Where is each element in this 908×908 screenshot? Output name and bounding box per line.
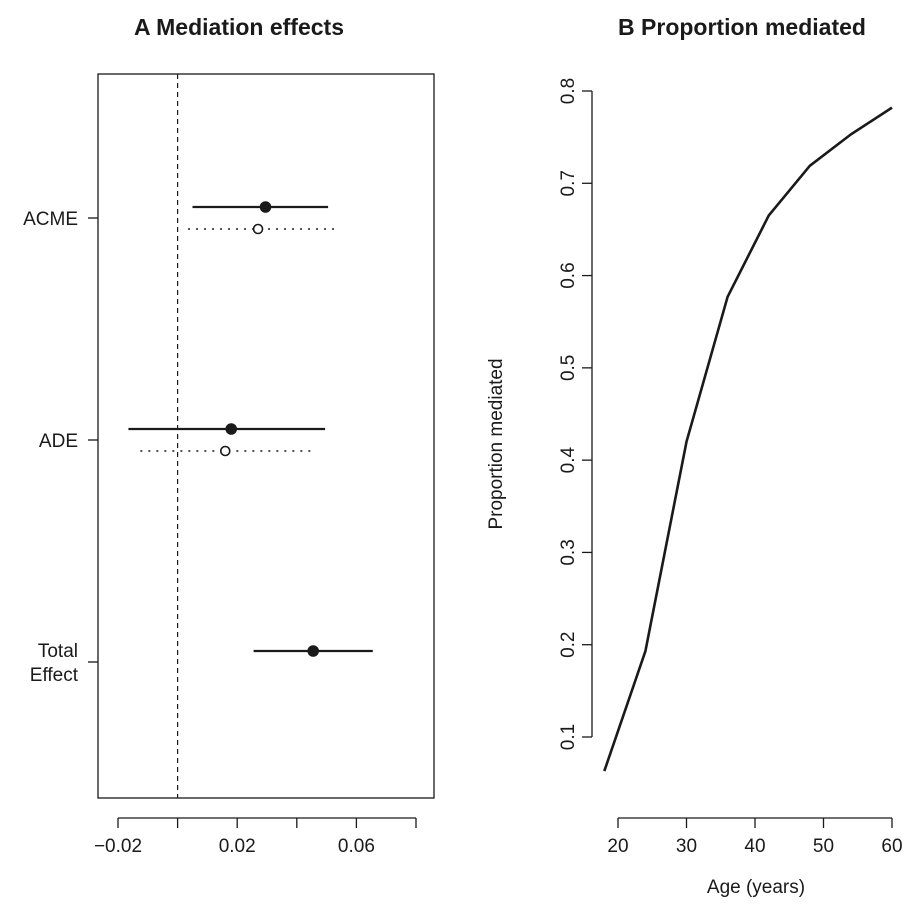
mediation-effects-panel: A Mediation effects ACME ADE Total Effect −… [23, 14, 435, 857]
x-tick-label: −0.02 [94, 836, 142, 857]
category-label: Effect [30, 665, 79, 686]
point-estimate [225, 423, 238, 435]
panel-b-y-axis: 0.1 0.2 0.3 0.4 0.5 0.6 0.7 0.8 [558, 78, 593, 750]
panel-a-title: A Mediation effects [134, 14, 344, 40]
proportion-mediated-panel: B Proportion mediated 20 30 40 50 60 0.10.20… [486, 14, 903, 898]
panel-a-x-axis: −0.02 0.02 0.06 [94, 817, 417, 857]
category-label: Total [38, 641, 78, 662]
x-tick-label: 0.06 [338, 836, 375, 857]
x-tick-label: 50 [813, 836, 834, 857]
x-tick-label: 0.02 [219, 836, 256, 857]
x-tick-label: 60 [881, 836, 902, 857]
y-tick-label: 0.4 [558, 447, 579, 474]
x-tick-label: 40 [744, 836, 765, 857]
y-tick-label: 0.6 [558, 262, 579, 288]
x-tick-label: 20 [607, 836, 628, 857]
proportion-mediated-line [603, 106, 893, 772]
panel-b-y-axis-label: Proportion mediated [486, 358, 507, 529]
y-tick-label: 0.1 [558, 724, 579, 750]
y-tick-label: 0.8 [558, 78, 579, 104]
category-label: ADE [39, 431, 78, 452]
point-estimate-open [219, 445, 231, 457]
point-estimate-open [252, 223, 264, 235]
y-tick-label: 0.7 [558, 170, 579, 196]
panel-a-category-axis: ACME ADE Total Effect [23, 209, 98, 686]
panel-a-plot-frame [97, 73, 435, 799]
x-tick-label: 30 [676, 836, 697, 857]
panel-b-title: B Proportion mediated [618, 14, 866, 40]
panel-b-x-axis: 20 30 40 50 60 [607, 817, 903, 857]
y-tick-label: 0.5 [558, 355, 579, 381]
panel-a-marks [128, 201, 373, 657]
panel-b-x-axis-label: Age (years) [707, 877, 805, 898]
point-estimate [259, 201, 272, 213]
category-label: ACME [23, 209, 78, 230]
y-tick-label: 0.2 [558, 632, 579, 658]
point-estimate [307, 645, 319, 657]
y-tick-label: 0.3 [558, 539, 579, 565]
